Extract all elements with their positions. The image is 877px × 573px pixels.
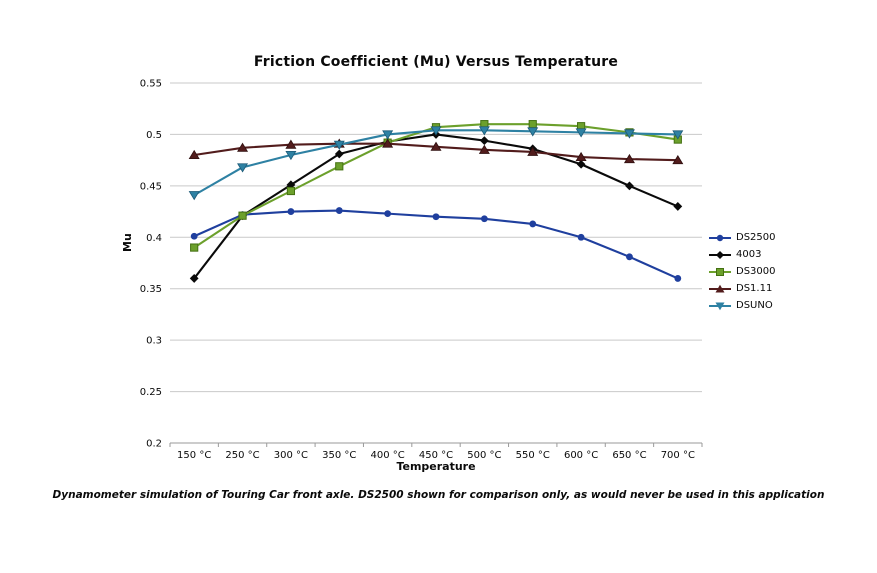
y-tick-label: 0.45 — [140, 181, 162, 192]
legend-item-4003: 4003 — [709, 248, 776, 261]
series-marker-4003 — [673, 202, 683, 211]
series-line-4003 — [193, 133, 679, 280]
legend-label: DS1.11 — [736, 283, 773, 294]
chart-legend: DS2500 4003 DS3000 DS1.11 DSUNO — [709, 231, 776, 312]
x-tick-label: 550 °C — [516, 450, 550, 461]
y-tick-label: 0.35 — [140, 284, 162, 295]
series-marker-DS3000 — [335, 162, 344, 171]
series-marker-DS1.11 — [237, 142, 249, 152]
series-marker-DSUNO — [527, 127, 539, 137]
x-tick-label: 250 °C — [225, 450, 259, 461]
series-marker-DS1.11 — [478, 144, 490, 154]
series-marker-DS1.11 — [430, 141, 442, 151]
y-tick-label: 0.3 — [146, 336, 162, 347]
legend-marker-icon — [709, 302, 731, 310]
legend-item-DS3000: DS3000 — [709, 265, 776, 278]
x-tick-label: 300 °C — [274, 450, 308, 461]
x-tick-label: 450 °C — [419, 450, 453, 461]
y-tick-label: 0.25 — [140, 387, 162, 398]
legend-item-DS1.11: DS1.11 — [709, 282, 776, 295]
legend-item-DSUNO: DSUNO — [709, 299, 776, 312]
series-marker-DS3000 — [238, 211, 247, 220]
series-marker-DSUNO — [672, 130, 684, 140]
series-marker-4003 — [479, 136, 489, 145]
series-marker-DS2500 — [190, 232, 198, 240]
series-marker-DSUNO — [575, 128, 587, 138]
series-marker-DS2500 — [287, 208, 295, 215]
series-marker-DSUNO — [333, 140, 345, 150]
chart-caption: Dynamometer simulation of Touring Car fr… — [52, 489, 825, 501]
series-marker-DSUNO — [478, 126, 490, 136]
legend-item-DS2500: DS2500 — [709, 231, 776, 244]
series-marker-DS3000 — [190, 243, 199, 252]
x-tick-label: 500 °C — [467, 450, 501, 461]
y-tick-label: 0.2 — [146, 439, 162, 450]
series-line-DS2500 — [193, 209, 679, 280]
chart-title: Friction Coefficient (Mu) Versus Tempera… — [253, 54, 619, 70]
series-marker-DSUNO — [382, 130, 394, 140]
series-marker-DS3000 — [528, 120, 537, 129]
legend-label: 4003 — [736, 249, 762, 260]
series-marker-DS2500 — [335, 207, 343, 214]
series-marker-DS2500 — [384, 210, 392, 218]
legend-marker-icon — [709, 284, 731, 292]
series-marker-DSUNO — [188, 191, 200, 201]
series-marker-DS2500 — [674, 275, 682, 282]
series-marker-4003 — [334, 149, 344, 159]
series-marker-DS2500 — [626, 253, 633, 261]
series-marker-4003 — [625, 181, 634, 191]
x-tick-label: 700 °C — [661, 450, 695, 461]
series-marker-DS1.11 — [527, 146, 539, 156]
x-tick-label: 400 °C — [371, 450, 405, 461]
x-axis-title: Temperature — [396, 460, 476, 473]
series-marker-4003 — [189, 274, 199, 283]
series-marker-DS2500 — [577, 233, 585, 241]
y-tick-label: 0.5 — [146, 130, 162, 141]
series-marker-DS1.11 — [285, 139, 297, 149]
series-marker-DSUNO — [237, 163, 249, 173]
legend-label: DS2500 — [736, 232, 776, 243]
y-tick-label: 0.4 — [146, 233, 162, 244]
x-tick-label: 600 °C — [564, 450, 598, 461]
legend-marker-icon — [709, 250, 731, 259]
x-tick-label: 350 °C — [322, 450, 356, 461]
legend-marker-icon — [709, 234, 731, 241]
legend-label: DS3000 — [736, 266, 776, 277]
series-marker-DS2500 — [529, 220, 537, 228]
series-marker-DS1.11 — [188, 149, 200, 159]
series-marker-DS2500 — [432, 213, 440, 221]
legend-label: DSUNO — [736, 300, 773, 311]
series-marker-DS1.11 — [672, 154, 684, 165]
x-tick-label: 650 °C — [612, 450, 646, 461]
legend-marker-icon — [709, 267, 731, 276]
series-marker-DS1.11 — [575, 151, 587, 162]
series-marker-DS1.11 — [382, 138, 394, 148]
series-marker-DSUNO — [430, 126, 442, 136]
series-marker-DSUNO — [285, 151, 297, 161]
x-tick-label: 150 °C — [177, 450, 211, 461]
y-tick-label: 0.55 — [140, 79, 162, 90]
series-marker-DS3000 — [286, 186, 296, 196]
series-marker-DSUNO — [623, 129, 635, 139]
series-marker-4003 — [576, 159, 586, 169]
series-marker-DS2500 — [480, 215, 488, 223]
series-marker-DS1.11 — [623, 153, 635, 164]
